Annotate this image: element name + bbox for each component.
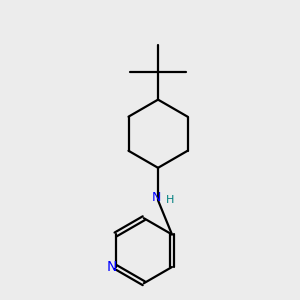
Text: H: H — [166, 195, 174, 206]
Text: N: N — [107, 260, 117, 274]
Text: N: N — [152, 191, 161, 204]
